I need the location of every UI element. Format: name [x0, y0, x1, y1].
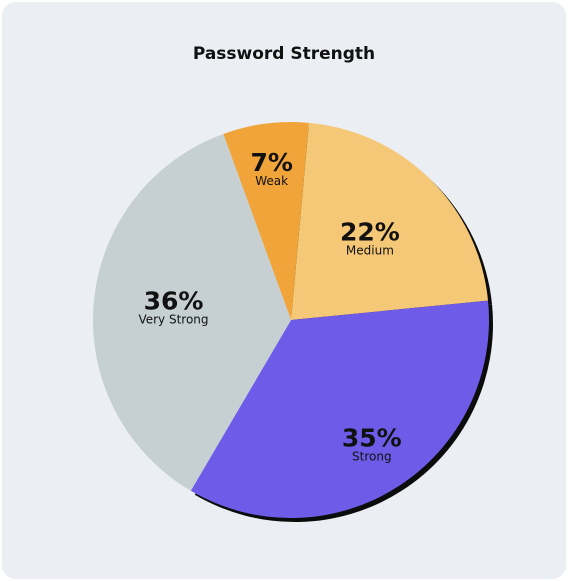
slice-weak[interactable] — [223, 121, 309, 320]
value-label-very-strong: 36% — [144, 286, 204, 315]
slice-medium[interactable] — [291, 122, 489, 321]
category-label-weak: Weak — [255, 174, 288, 188]
category-label-strong: Strong — [352, 449, 392, 463]
value-label-strong: 35% — [342, 423, 402, 452]
chart-title: Password Strength — [192, 44, 376, 64]
slice-very-strong[interactable] — [92, 133, 292, 491]
slice-strong[interactable] — [190, 300, 490, 518]
pie-slices — [92, 121, 494, 522]
category-label-medium: Medium — [346, 244, 394, 258]
pie-labels: 7%Weak 22%Medium 35%Strong 36%Very Strong — [138, 148, 401, 463]
value-label-medium: 22% — [340, 218, 400, 247]
category-label-very-strong: Very Strong — [138, 312, 208, 326]
value-label-weak: 7% — [250, 148, 292, 177]
